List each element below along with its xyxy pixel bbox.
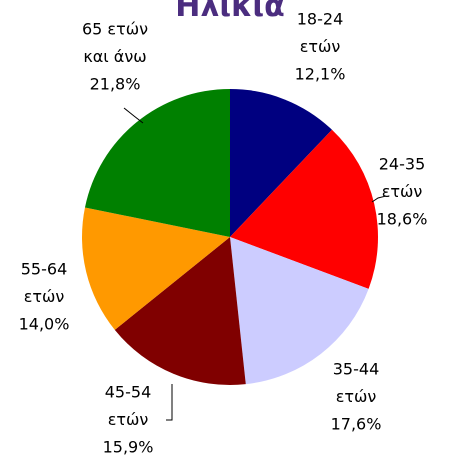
category-label: ετών (108, 410, 149, 429)
value-label: 21,8% (90, 75, 141, 94)
pie-slice (114, 237, 246, 385)
category-label: και άνω (83, 47, 146, 66)
category-label: 18-24 (297, 10, 344, 29)
value-label: 17,6% (331, 415, 382, 434)
category-label: 55-64 (21, 260, 68, 279)
category-label: 35-44 (333, 360, 380, 379)
chart-title: Ηλικία (175, 0, 284, 24)
leader-line (123, 107, 144, 124)
value-label: 14,0% (19, 315, 70, 334)
category-label: 24-35 (379, 155, 426, 174)
pie-slice (84, 89, 231, 237)
value-label: 15,9% (103, 438, 154, 457)
pie-slice (230, 89, 332, 237)
leader-line (371, 195, 387, 203)
category-label: ετών (336, 387, 377, 406)
category-label: ετών (382, 182, 423, 201)
category-label: ετών (24, 287, 65, 306)
category-label: ετών (300, 37, 341, 56)
pie-slice (230, 129, 378, 289)
category-label: 45-54 (105, 383, 152, 402)
pie (82, 89, 378, 385)
value-label: 18,6% (377, 210, 428, 229)
category-label: 65 ετών (82, 20, 148, 39)
value-label: 12,1% (295, 65, 346, 84)
pie-slice (230, 237, 369, 385)
pie-slice (82, 207, 230, 330)
leader-line (166, 384, 173, 421)
